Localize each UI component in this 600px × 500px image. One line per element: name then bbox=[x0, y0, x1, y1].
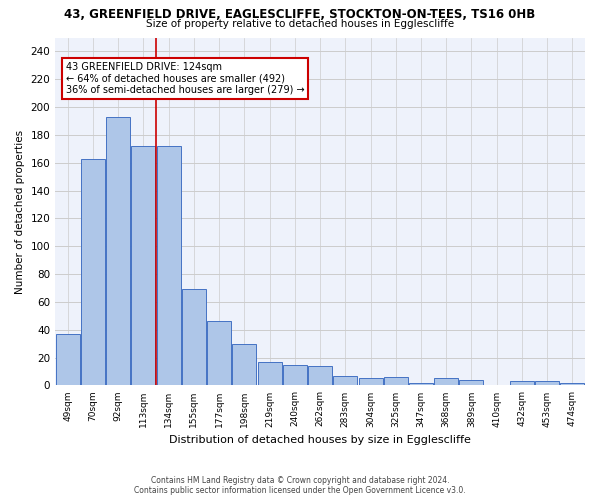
Bar bbox=[460, 380, 484, 386]
Text: 43 GREENFIELD DRIVE: 124sqm
← 64% of detached houses are smaller (492)
36% of se: 43 GREENFIELD DRIVE: 124sqm ← 64% of det… bbox=[66, 62, 304, 95]
Bar bbox=[182, 290, 206, 386]
Bar bbox=[232, 344, 256, 386]
Bar bbox=[283, 364, 307, 386]
Bar bbox=[384, 377, 408, 386]
Text: Contains HM Land Registry data © Crown copyright and database right 2024.
Contai: Contains HM Land Registry data © Crown c… bbox=[134, 476, 466, 495]
Text: 43, GREENFIELD DRIVE, EAGLESCLIFFE, STOCKTON-ON-TEES, TS16 0HB: 43, GREENFIELD DRIVE, EAGLESCLIFFE, STOC… bbox=[64, 8, 536, 20]
X-axis label: Distribution of detached houses by size in Egglescliffe: Distribution of detached houses by size … bbox=[169, 435, 471, 445]
Bar bbox=[81, 158, 105, 386]
Bar bbox=[257, 362, 281, 386]
Bar bbox=[106, 117, 130, 386]
Bar bbox=[157, 146, 181, 386]
Bar bbox=[308, 366, 332, 386]
Bar bbox=[409, 382, 433, 386]
Bar bbox=[334, 376, 357, 386]
Bar bbox=[359, 378, 383, 386]
Bar bbox=[207, 322, 231, 386]
Bar bbox=[560, 382, 584, 386]
Bar bbox=[56, 334, 80, 386]
Text: Size of property relative to detached houses in Egglescliffe: Size of property relative to detached ho… bbox=[146, 19, 454, 29]
Bar bbox=[434, 378, 458, 386]
Y-axis label: Number of detached properties: Number of detached properties bbox=[15, 130, 25, 294]
Bar bbox=[510, 382, 534, 386]
Bar bbox=[131, 146, 155, 386]
Bar bbox=[535, 382, 559, 386]
